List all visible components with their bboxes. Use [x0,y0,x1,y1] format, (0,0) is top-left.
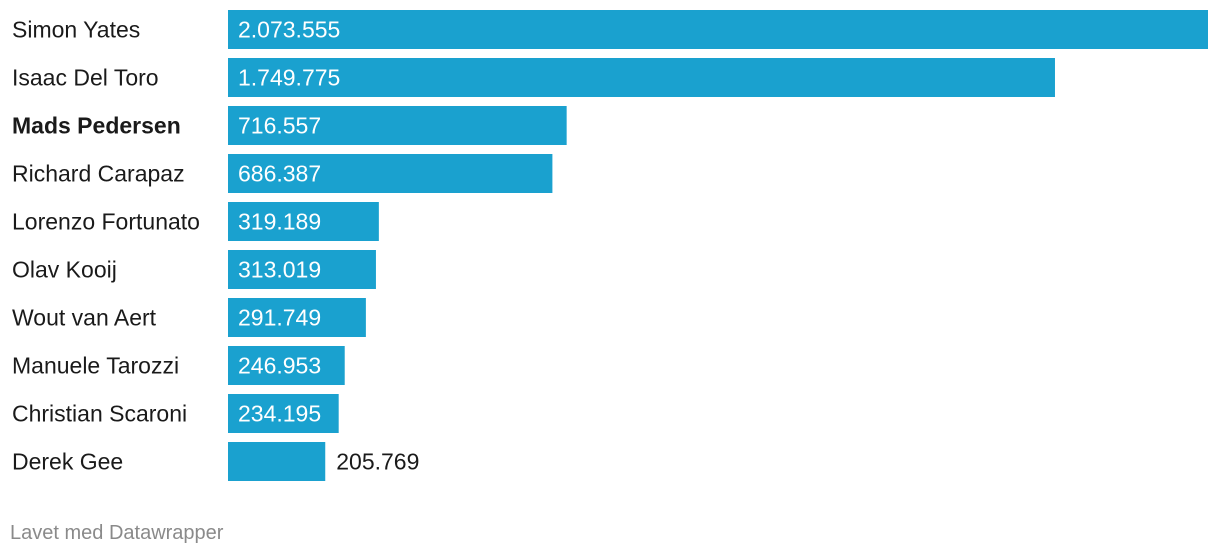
bar-wout-van-aert [228,298,366,337]
bar-olav-kooij [228,250,376,289]
bar-simon-yates [228,10,1208,49]
bar-isaac-del-toro [228,58,1055,97]
value-label-wout-van-aert: 291.749 [238,305,321,331]
bar-lorenzo-fortunato [228,202,379,241]
category-label-olav-kooij: Olav Kooij [12,257,117,283]
value-label-derek-gee: 205.769 [336,449,419,475]
bar-mads-pedersen [228,106,567,145]
value-label-manuele-tarozzi: 246.953 [238,353,321,379]
category-label-lorenzo-fortunato: Lorenzo Fortunato [12,209,200,235]
bar-christian-scaroni [228,394,339,433]
category-label-simon-yates: Simon Yates [12,17,140,43]
bar-chart: Simon Yates 2.073.555 Isaac Del Toro 1.749.… [12,10,1208,481]
value-label-christian-scaroni: 234.195 [238,401,321,427]
category-label-christian-scaroni: Christian Scaroni [12,401,187,427]
credit-footer: Lavet med Datawrapper [10,522,224,544]
bar-richard-carapaz [228,154,553,193]
bar-derek-gee [228,442,326,481]
value-label-isaac-del-toro: 1.749.775 [238,65,340,91]
category-label-isaac-del-toro: Isaac Del Toro [12,65,159,91]
value-label-richard-carapaz: 686.387 [238,161,321,187]
category-label-wout-van-aert: Wout van Aert [12,305,157,331]
category-label-mads-pedersen: Mads Pedersen [12,113,181,139]
value-label-simon-yates: 2.073.555 [238,17,340,43]
value-label-lorenzo-fortunato: 319.189 [238,209,321,235]
value-label-olav-kooij: 313.019 [238,257,321,283]
category-label-richard-carapaz: Richard Carapaz [12,161,185,187]
value-label-mads-pedersen: 716.557 [238,113,321,139]
category-label-derek-gee: Derek Gee [12,449,123,475]
category-label-manuele-tarozzi: Manuele Tarozzi [12,353,179,379]
bar-manuele-tarozzi [228,346,345,385]
